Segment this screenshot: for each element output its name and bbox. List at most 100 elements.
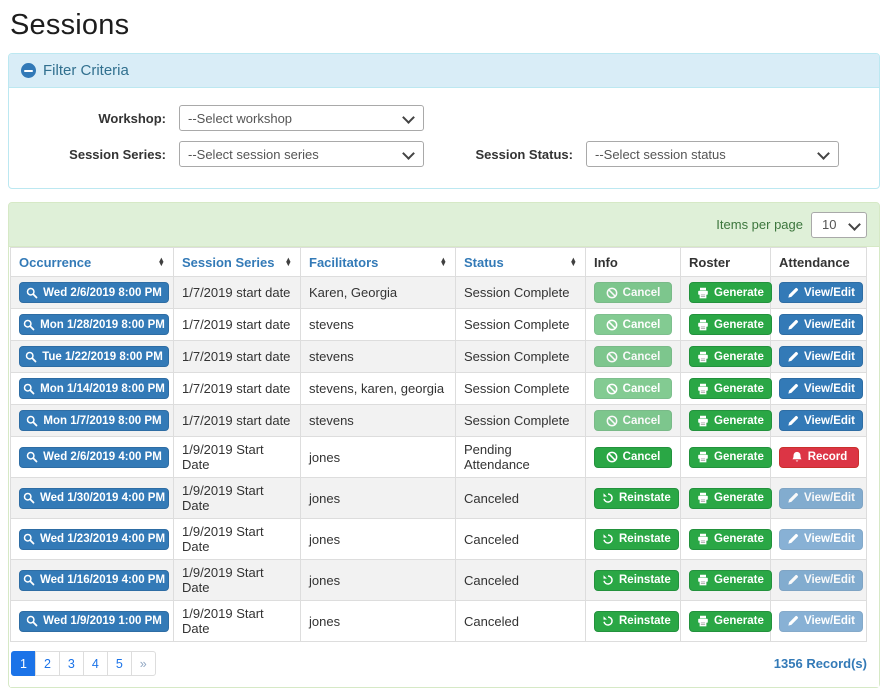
button-label: Cancel — [622, 414, 661, 427]
status-cell: Session Complete — [455, 340, 586, 373]
workshop-select[interactable]: --Select workshop — [179, 105, 424, 131]
ban-icon — [606, 451, 618, 463]
session-series-cell: 1/7/2019 start date — [173, 404, 301, 437]
view-edit-button[interactable]: View/Edit — [779, 346, 863, 367]
view-edit-button[interactable]: View/Edit — [779, 378, 863, 399]
reinstate-button[interactable]: Reinstate — [594, 610, 679, 632]
pencil-icon — [787, 415, 799, 427]
info-cell: Reinstate — [585, 518, 681, 560]
generate-button[interactable]: Generate — [689, 346, 772, 367]
sort-icon[interactable]: ▲ ▼ — [569, 254, 577, 268]
column-header-occurrence[interactable]: Occurrence ▲ ▼ — [10, 247, 174, 277]
attendance-cell: View/Edit — [770, 308, 867, 341]
cancel-button[interactable]: Cancel — [594, 446, 672, 468]
occurrence-button[interactable]: Wed 2/6/2019 4:00 PM — [19, 446, 169, 468]
reinstate-button[interactable]: Reinstate — [594, 569, 679, 591]
roster-cell: Generate — [680, 436, 772, 478]
printer-icon — [697, 319, 709, 331]
search-icon — [26, 287, 38, 299]
printer-icon — [697, 383, 709, 395]
reinstate-button[interactable]: Reinstate — [594, 528, 679, 550]
info-cell: Cancel — [585, 308, 681, 341]
attendance-cell: View/Edit — [770, 404, 867, 437]
generate-button[interactable]: Generate — [689, 314, 772, 335]
table-panel-header: Items per page 10 — [9, 203, 879, 247]
generate-button[interactable]: Generate — [689, 410, 772, 431]
sort-icon[interactable]: ▲ ▼ — [157, 254, 165, 268]
button-label: Generate — [714, 451, 764, 463]
record-button[interactable]: Record — [779, 446, 859, 468]
printer-icon — [697, 615, 709, 627]
facilitators-cell: jones — [300, 477, 456, 519]
occurrence-label: Mon 1/28/2019 8:00 PM — [40, 318, 165, 331]
button-label: View/Edit — [804, 318, 855, 331]
session-series-label: Session Series: — [69, 146, 166, 162]
occurrence-label: Mon 1/14/2019 8:00 PM — [40, 382, 165, 395]
generate-button[interactable]: Generate — [689, 569, 772, 591]
session-series-cell: 1/9/2019 Start Date — [173, 518, 301, 560]
generate-button[interactable]: Generate — [689, 487, 772, 509]
column-header-facilitators[interactable]: Facilitators ▲ ▼ — [300, 247, 456, 277]
info-cell: Reinstate — [585, 559, 681, 601]
sort-icon[interactable]: ▲ ▼ — [439, 254, 447, 268]
filter-criteria-title: Filter Criteria — [43, 62, 129, 79]
session-series-cell: 1/9/2019 Start Date — [173, 477, 301, 519]
occurrence-button[interactable]: Mon 1/28/2019 8:00 PM — [19, 314, 169, 335]
view-edit-button[interactable]: View/Edit — [779, 410, 863, 431]
facilitators-cell: jones — [300, 436, 456, 478]
generate-button[interactable]: Generate — [689, 610, 772, 632]
table-row: Wed 1/16/2019 4:00 PM 1/9/2019 Start Date… — [10, 559, 867, 601]
status-cell: Canceled — [455, 559, 586, 601]
facilitators-cell: stevens — [300, 308, 456, 341]
attendance-cell: View/Edit — [770, 600, 867, 642]
button-label: View/Edit — [804, 492, 855, 504]
filter-criteria-header[interactable]: Filter Criteria — [9, 54, 879, 88]
view-edit-button[interactable]: View/Edit — [779, 282, 863, 303]
occurrence-label: Tue 1/22/2019 8:00 PM — [42, 350, 163, 363]
ban-icon — [606, 287, 618, 299]
table-row: Wed 2/6/2019 4:00 PM 1/9/2019 Start Date j… — [10, 436, 867, 478]
ban-icon — [606, 351, 618, 363]
occurrence-button[interactable]: Wed 1/16/2019 4:00 PM — [19, 569, 169, 591]
column-header-status[interactable]: Status ▲ ▼ — [455, 247, 586, 277]
sort-icon[interactable]: ▲ ▼ — [284, 254, 292, 268]
printer-icon — [697, 492, 709, 504]
pagination-page-1-button[interactable]: 1 — [11, 651, 36, 676]
items-per-page-select[interactable]: 10 — [811, 211, 867, 238]
generate-button[interactable]: Generate — [689, 282, 772, 303]
occurrence-button[interactable]: Wed 1/23/2019 4:00 PM — [19, 528, 169, 550]
button-label: View/Edit — [804, 533, 855, 545]
button-label: View/Edit — [804, 350, 855, 363]
pencil-icon — [787, 383, 799, 395]
pagination-page-3-button[interactable]: 3 — [58, 651, 84, 676]
button-label: Record — [807, 451, 848, 463]
occurrence-button[interactable]: Mon 1/14/2019 8:00 PM — [19, 378, 169, 399]
view-edit-button[interactable]: View/Edit — [779, 314, 863, 335]
info-cell: Cancel — [585, 276, 681, 309]
pagination-next-button[interactable]: » — [130, 651, 156, 676]
view-edit-button: View/Edit — [779, 528, 863, 550]
session-series-select[interactable]: --Select session series — [179, 141, 424, 167]
attendance-cell: View/Edit — [770, 276, 867, 309]
record-count: 1356 Record(s) — [773, 656, 867, 671]
status-cell: Session Complete — [455, 372, 586, 405]
pagination: 1 2 3 4 5» — [11, 651, 156, 676]
occurrence-button[interactable]: Wed 2/6/2019 8:00 PM — [19, 282, 169, 303]
occurrence-button[interactable]: Tue 1/22/2019 8:00 PM — [19, 346, 169, 367]
column-header-session-series[interactable]: Session Series ▲ ▼ — [173, 247, 301, 277]
button-label: Generate — [714, 615, 764, 627]
occurrence-button[interactable]: Mon 1/7/2019 8:00 PM — [19, 410, 169, 431]
reinstate-button[interactable]: Reinstate — [594, 487, 679, 509]
ban-icon — [606, 383, 618, 395]
occurrence-button[interactable]: Wed 1/30/2019 4:00 PM — [19, 487, 169, 509]
generate-button[interactable]: Generate — [689, 528, 772, 550]
button-label: Reinstate — [619, 492, 671, 504]
occurrence-button[interactable]: Wed 1/9/2019 1:00 PM — [19, 610, 169, 632]
pagination-page-2-button[interactable]: 2 — [34, 651, 60, 676]
facilitators-cell: jones — [300, 559, 456, 601]
pagination-page-5-button[interactable]: 5 — [106, 651, 132, 676]
generate-button[interactable]: Generate — [689, 446, 772, 468]
pagination-page-4-button[interactable]: 4 — [82, 651, 108, 676]
session-status-select[interactable]: --Select session status — [586, 141, 839, 167]
generate-button[interactable]: Generate — [689, 378, 772, 399]
